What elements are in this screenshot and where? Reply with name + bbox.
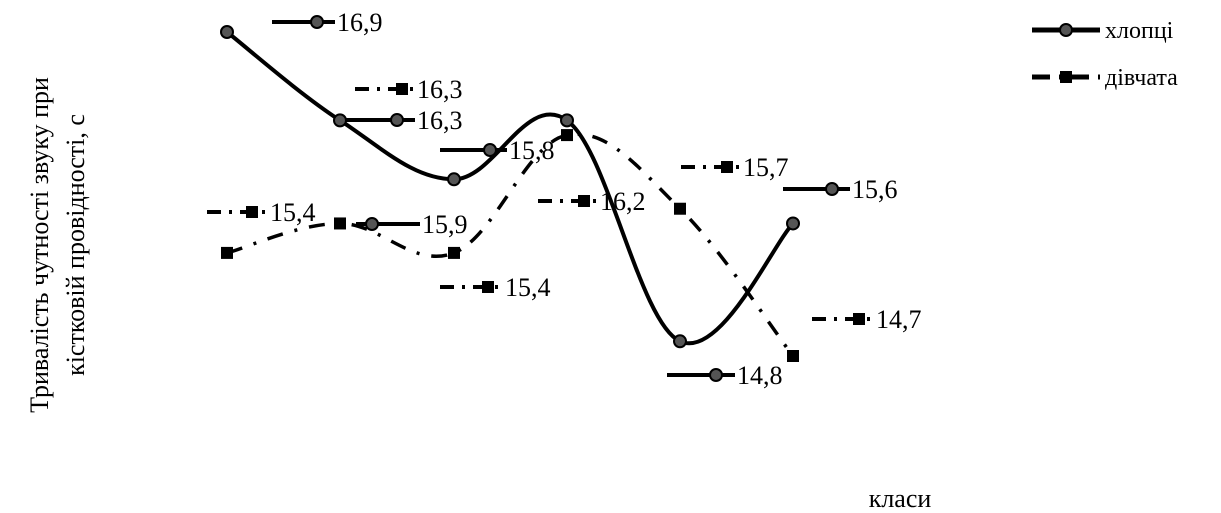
legend-label-girls: дівчата	[1105, 65, 1178, 91]
series-1-data-label-3: 16,2	[600, 187, 646, 216]
series-1-label-key-marker-1	[396, 83, 408, 95]
y-axis-title-line-2: кістковій провідності, с	[61, 114, 90, 376]
series-0-data-label-3: 15,8	[509, 136, 555, 165]
x-axis-title: класи	[869, 484, 932, 513]
y-axis-title-line-1: Тривалість чутності звуку при	[25, 77, 54, 413]
legend-swatch-boys-marker	[1059, 23, 1073, 37]
series-1-data-label-4: 15,7	[743, 153, 789, 182]
series-0-label-key-marker-2	[365, 217, 379, 231]
series-0-data-label-4: 14,8	[737, 361, 783, 390]
series-0-data-label-5: 15,6	[852, 175, 898, 204]
series-0-point-2	[447, 172, 461, 187]
legend-swatch-girls-marker	[1060, 71, 1072, 83]
series-1-point-5	[787, 350, 799, 362]
series-1-point-4	[674, 202, 686, 215]
series-0-data-label-0: 16,9	[337, 8, 383, 37]
series-0-label-key-marker-5	[825, 182, 839, 196]
legend: хлопці дівчата	[1032, 18, 1178, 91]
series-0-point-3	[560, 113, 574, 128]
legend-label-boys: хлопці	[1105, 18, 1174, 44]
series-line-1	[226, 132, 795, 358]
legend-item-girls: дівчата	[1032, 65, 1178, 91]
series-1-label-key-marker-4	[721, 161, 733, 173]
series-0-data-label-2: 15,9	[422, 210, 468, 239]
legend-item-boys: хлопці	[1032, 18, 1174, 44]
series-1-data-label-5: 14,7	[876, 305, 922, 334]
series-0-label-key-marker-3	[483, 143, 497, 157]
series-0-label-key-marker-0	[310, 15, 324, 29]
series-1-label-key-marker-3	[578, 195, 590, 207]
series-1-label-key-marker-5	[853, 313, 865, 325]
series-1-point-3	[561, 129, 573, 142]
series-1-data-label-1: 16,3	[417, 75, 463, 104]
data-label-layer: 16,9 16,3 15,9 15,8 14,8 15,6 15,4 16,3 15,4 16,2…	[207, 8, 922, 390]
series-0-label-key-marker-1	[390, 113, 404, 127]
series-1-data-label-0: 15,4	[270, 198, 316, 227]
series-1-point-0	[221, 246, 233, 259]
series-0-point-4	[673, 334, 687, 349]
series-1-label-key-marker-2	[482, 281, 494, 293]
series-1-label-key-marker-0	[246, 206, 258, 218]
series-1-data-label-2: 15,4	[505, 273, 551, 302]
series-0-point-5	[786, 216, 800, 231]
series-1-point-2	[448, 246, 460, 259]
series-0-data-label-1: 16,3	[417, 106, 463, 135]
series-0-point-0	[220, 25, 234, 39]
series-layer	[220, 25, 800, 362]
series-1-point-1	[334, 217, 346, 230]
series-0-point-1	[333, 113, 347, 128]
series-0-label-key-marker-4	[709, 368, 723, 382]
